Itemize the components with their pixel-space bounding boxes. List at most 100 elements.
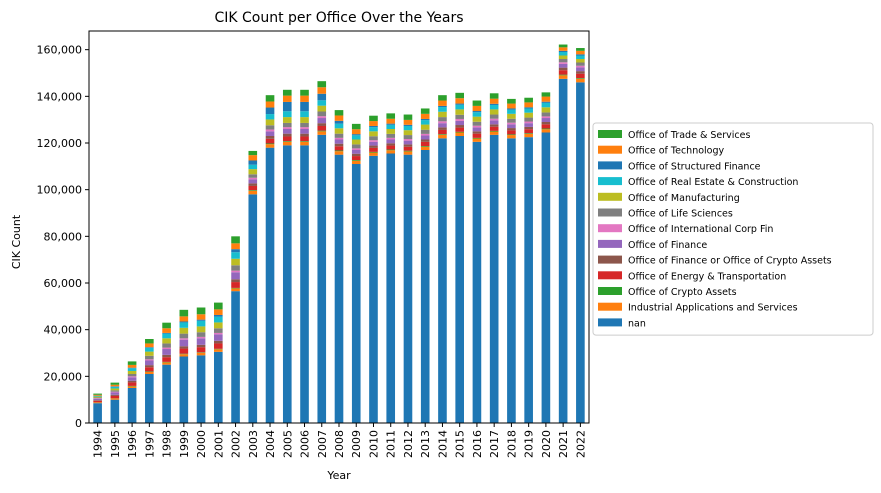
bar-segment-1998-s0 [162,364,171,423]
bar-segment-2012-s10 [403,124,413,126]
bar-segment-2010-s2 [369,151,378,153]
bar-segment-2012-s7 [403,135,413,140]
legend-swatch [598,145,622,154]
bar-segment-2007-s9 [317,100,327,106]
bar-segment-1998-s10 [162,332,171,334]
legend-label: Industrial Applications and Services [628,303,798,314]
bar-segment-2004-s7 [265,125,275,130]
bar-segment-2004-s6 [265,129,275,132]
bar-segment-2005-s11 [282,95,292,102]
bar-segment-2019-s1 [524,133,533,138]
bar-segment-2014-s8 [438,111,447,118]
bar-segment-1999-s10 [179,321,189,323]
bar-segment-2018-s12 [507,98,516,104]
legend-label: Office of International Corp Fin [628,224,773,235]
bar-segment-2012-s1 [403,151,413,155]
bar-segment-2009-s7 [351,144,361,149]
bar-segment-2010-s8 [369,131,378,137]
bar-segment-1999-s6 [179,338,189,340]
bar-segment-2006-s1 [300,141,309,146]
bar-segment-2002-s12 [231,236,240,244]
x-tick-label: 2013 [419,430,432,458]
bar-segment-2020-s12 [541,92,551,97]
x-axis-label: Year [326,469,351,482]
bar-segment-2014-s4 [438,127,447,130]
bar-segment-2011-s6 [386,137,396,140]
bar-segment-2005-s8 [282,117,292,123]
legend-label: Office of Energy & Transportation [628,271,786,282]
bar-segment-2010-s6 [369,140,378,142]
bar-segment-2009-s12 [351,123,361,130]
bar-segment-2003-s10 [248,160,258,165]
bar-segment-2012-s5 [403,140,413,145]
bar-segment-2018-s8 [507,113,516,119]
bar-segment-2017-s3 [489,126,499,131]
bar-segment-2017-s11 [489,98,499,104]
bar-segment-2018-s0 [507,138,516,423]
x-tick-label: 2009 [350,430,363,458]
bar-segment-2017-s9 [489,104,499,110]
bar-segment-1997-s9 [145,347,154,352]
bar-segment-2010-s4 [369,145,378,148]
legend-box [592,122,874,336]
bar-segment-2001-s1 [214,349,223,352]
bar-segment-1999-s3 [179,348,189,354]
bar-segment-2022-s10 [576,54,585,56]
bar-segment-1998-s11 [162,328,171,333]
bar-segment-2002-s6 [231,270,240,273]
x-tick-label: 1994 [92,430,105,458]
bar-segment-2019-s4 [524,126,533,130]
bar-segment-2006-s7 [300,122,309,128]
bar-segment-2000-s10 [196,319,206,321]
bar-segment-1995-s7 [110,390,120,392]
bar-segment-2005-s4 [282,133,292,137]
bar-segment-2008-s4 [334,143,344,147]
bar-segment-2011-s10 [386,123,396,125]
bar-segment-2021-s8 [558,55,568,59]
bar-segment-2004-s0 [265,147,275,424]
bar-segment-1998-s5 [162,349,171,355]
bar-segment-2014-s1 [438,134,447,139]
bar-segment-2008-s6 [334,137,344,140]
bar-segment-2004-s5 [265,131,275,136]
bar-segment-2007-s0 [317,134,327,423]
bar-segment-2014-s9 [438,107,447,112]
bar-segment-2003-s7 [248,174,258,178]
bar-segment-1998-s3 [162,357,171,362]
bar-segment-2005-s3 [282,136,292,142]
legend-label: Office of Technology [628,146,725,157]
bar-segment-2018-s9 [507,109,516,114]
x-axis: 1994 1995 1996 1997 1998 1999 2000 2001 2002 2003… [92,423,587,458]
bar-segment-1999-s7 [179,333,189,339]
x-tick-label: 2005 [281,430,294,458]
bar-segment-1997-s10 [145,347,154,348]
legend-swatch [598,130,622,138]
x-tick-label: 2000 [195,430,208,458]
bar-segment-2007-s4 [317,123,327,126]
bar-segment-2014-s11 [438,100,447,106]
bar-segment-2020-s5 [541,118,551,122]
bar-segment-2021-s1 [558,75,568,79]
bar-segment-2017-s12 [489,93,499,99]
bar-segment-1995-s9 [110,386,120,389]
bar-segment-2014-s5 [438,123,447,128]
bar-segment-2013-s11 [420,113,430,119]
bar-segment-2010-s7 [369,136,378,141]
bar-segment-2018-s2 [507,134,516,136]
bar-segment-2009-s10 [351,134,361,136]
bar-segment-2019-s7 [524,117,533,122]
bar-segment-2004-s1 [265,144,275,148]
bar-segment-1995-s6 [110,391,120,393]
bar-segment-2007-s8 [317,105,327,112]
bar-segment-2013-s0 [420,150,430,423]
bar-segment-1994-s0 [93,403,102,423]
bar-segment-2003-s2 [248,190,258,191]
x-tick-label: 2021 [557,430,570,458]
bar-segment-2021-s5 [558,63,568,68]
bar-segment-2012-s0 [403,154,413,424]
x-tick-label: 2012 [402,430,415,458]
bar-segment-2003-s8 [248,169,258,175]
bar-segment-2015-s2 [455,131,464,133]
bar-segment-2011-s12 [386,113,396,119]
x-tick-label: 2022 [574,430,587,458]
